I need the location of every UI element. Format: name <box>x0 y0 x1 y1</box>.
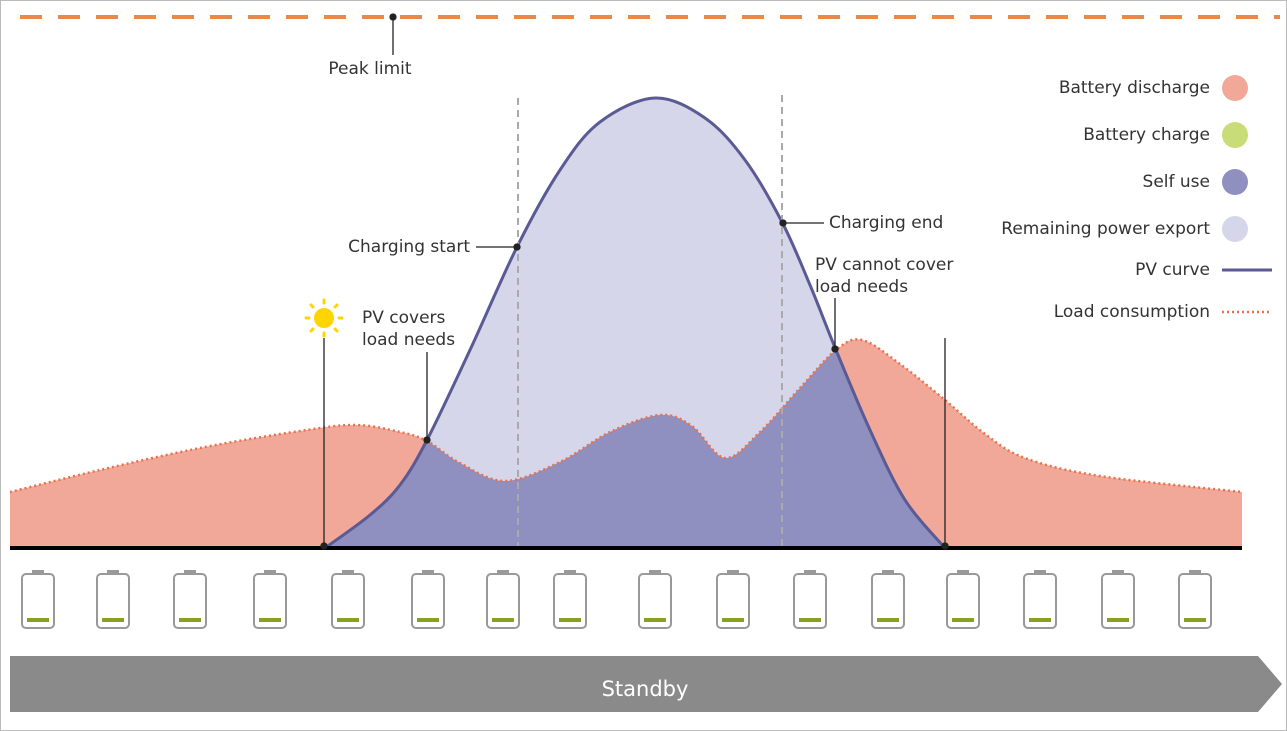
battery-level <box>102 618 124 622</box>
battery-level <box>492 618 514 622</box>
battery-level <box>27 618 49 622</box>
battery-level <box>877 618 899 622</box>
legend-label: PV curve <box>1135 260 1210 280</box>
battery-cap <box>1112 570 1124 575</box>
battery-level <box>259 618 281 622</box>
legend-swatch <box>1222 216 1248 242</box>
battery-level <box>722 618 744 622</box>
moon-icon <box>930 298 960 337</box>
annotation: load needs <box>362 330 455 350</box>
battery-body <box>553 573 587 629</box>
peak-limit-label: Peak limit <box>328 59 412 79</box>
battery-cap <box>264 570 276 575</box>
battery-cap <box>1034 570 1046 575</box>
battery-cap <box>1189 570 1201 575</box>
battery-level <box>1107 618 1129 622</box>
battery-cap <box>957 570 969 575</box>
batteries <box>21 570 1212 629</box>
legend-label: Self use <box>1143 172 1210 192</box>
legend: Battery discharge Battery charge Self use R… <box>1001 75 1272 322</box>
legend-label: Remaining power export <box>1001 219 1210 239</box>
battery-cap <box>32 570 44 575</box>
battery-body <box>716 573 750 629</box>
legend-label: Load consumption <box>1054 302 1210 322</box>
leaders <box>320 13 949 550</box>
battery-level <box>417 618 439 622</box>
annotation: PV cannot cover <box>815 255 953 275</box>
battery-body <box>411 573 445 629</box>
battery-cap <box>107 570 119 575</box>
battery-body <box>793 573 827 629</box>
battery-body <box>253 573 287 629</box>
battery-body <box>96 573 130 629</box>
mode-bar <box>10 656 1282 712</box>
battery-body <box>1023 573 1057 629</box>
battery-level <box>337 618 359 622</box>
battery-cap <box>422 570 434 575</box>
battery-body <box>21 573 55 629</box>
mode-label: Standby <box>602 677 689 701</box>
legend-swatch <box>1222 122 1248 148</box>
battery-level <box>952 618 974 622</box>
battery-body <box>871 573 905 629</box>
areas <box>9 96 1243 550</box>
legend-swatch <box>1222 169 1248 195</box>
battery-level <box>799 618 821 622</box>
annotation: load needs <box>815 277 908 297</box>
battery-body <box>946 573 980 629</box>
battery-cap <box>882 570 894 575</box>
battery-level <box>559 618 581 622</box>
annotation: PV covers <box>362 308 446 328</box>
battery-cap <box>727 570 739 575</box>
annotation: Charging start <box>348 237 470 257</box>
legend-label: Battery discharge <box>1059 78 1210 98</box>
battery-cap <box>804 570 816 575</box>
battery-cap <box>649 570 661 575</box>
battery-cap <box>497 570 509 575</box>
battery-cap <box>184 570 196 575</box>
battery-body <box>173 573 207 629</box>
battery-level <box>1029 618 1051 622</box>
battery-body <box>486 573 520 629</box>
legend-swatch <box>1222 75 1248 101</box>
annotation: Charging end <box>829 213 943 233</box>
legend-label: Battery charge <box>1083 125 1210 145</box>
battery-body <box>638 573 672 629</box>
battery-body <box>1101 573 1135 629</box>
battery-level <box>644 618 666 622</box>
battery-body <box>1178 573 1212 629</box>
load-line <box>9 338 1243 494</box>
sun-icon <box>304 298 344 338</box>
battery-level <box>1184 618 1206 622</box>
battery-level <box>179 618 201 622</box>
battery-cap <box>342 570 354 575</box>
battery-cap <box>564 570 576 575</box>
battery-body <box>331 573 365 629</box>
